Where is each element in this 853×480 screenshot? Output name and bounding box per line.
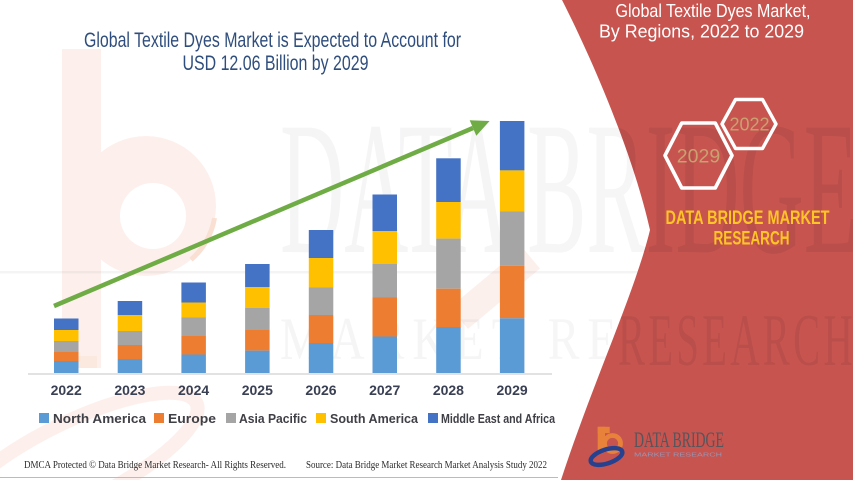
svg-text:RESEARCH: RESEARCH	[714, 229, 790, 250]
svg-text:2024: 2024	[178, 382, 209, 398]
svg-text:MARKET RESEARCH: MARKET RESEARCH	[280, 306, 853, 372]
svg-text:DATA BRIDGE MARKET: DATA BRIDGE MARKET	[666, 208, 830, 229]
svg-text:Asia Pacific: Asia Pacific	[239, 411, 307, 426]
svg-text:DATA BRIDGE: DATA BRIDGE	[280, 84, 853, 294]
svg-text:2026: 2026	[305, 382, 336, 398]
svg-text:2023: 2023	[114, 382, 145, 398]
svg-text:By Regions, 2022 to 2029: By Regions, 2022 to 2029	[599, 21, 804, 42]
svg-text:2022: 2022	[51, 382, 82, 398]
svg-text:2022: 2022	[729, 115, 769, 135]
svg-text:RESEARCH: RESEARCH	[618, 300, 853, 382]
svg-text:Global Textile Dyes Market is: Global Textile Dyes Market is Expected t…	[84, 29, 461, 52]
svg-text:USD 12.06 Billion by 2029: USD 12.06 Billion by 2029	[183, 52, 369, 75]
svg-text:2027: 2027	[369, 382, 400, 398]
svg-text:Europe: Europe	[168, 411, 216, 426]
svg-text:Global Textile Dyes Market,: Global Textile Dyes Market,	[616, 0, 811, 21]
svg-text:2025: 2025	[242, 382, 273, 398]
svg-text:2029: 2029	[677, 146, 720, 168]
svg-text:MARKET RESEARCH: MARKET RESEARCH	[634, 453, 722, 459]
svg-text:Middle East and Africa: Middle East and Africa	[441, 411, 556, 426]
svg-text:DATA BRIDGE: DATA BRIDGE	[634, 427, 724, 452]
svg-text:South America: South America	[330, 411, 419, 426]
svg-text:North America: North America	[53, 411, 147, 426]
svg-text:2029: 2029	[497, 382, 528, 398]
svg-text:DMCA Protected © Data Bridge M: DMCA Protected © Data Bridge Market Rese…	[24, 460, 286, 471]
svg-text:2028: 2028	[433, 382, 464, 398]
svg-text:Source: Data Bridge Market Res: Source: Data Bridge Market Research Mark…	[306, 460, 547, 471]
